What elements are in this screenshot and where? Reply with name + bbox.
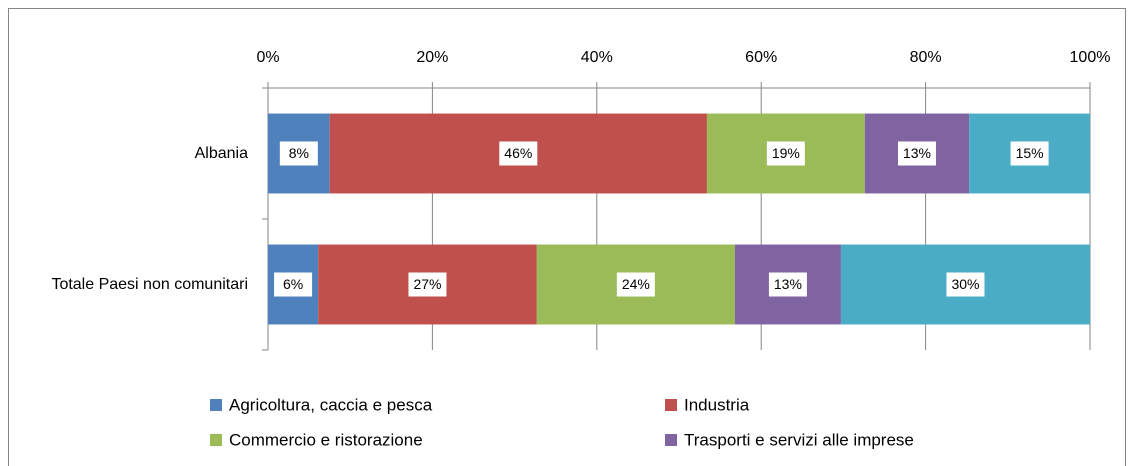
category-label: Albania [194,144,248,162]
data-label-box [616,272,655,297]
legend-label: Trasporti e servizi alle imprese [684,430,914,449]
x-tick-label: 0% [256,49,279,66]
data-label: 46% [504,145,532,161]
legend-label: Industria [684,395,750,414]
data-label: 30% [951,276,979,292]
data-label-box [408,272,447,297]
data-label-box [768,272,807,297]
legend-label: Commercio e ristorazione [229,430,423,449]
data-label-box [946,272,985,297]
data-label-box [274,272,313,297]
legend-swatch [665,399,677,411]
legend-swatch [665,434,677,446]
data-label: 8% [289,145,309,161]
data-label: 6% [283,276,303,292]
data-label-box [279,141,318,166]
data-label: 13% [774,276,802,292]
legend-label: Agricoltura, caccia e pesca [229,395,433,414]
chart-border [8,8,1126,466]
data-label: 13% [903,145,931,161]
x-tick-label: 60% [745,49,777,66]
data-label: 24% [622,276,650,292]
data-label-box [766,141,805,166]
x-tick-label: 100% [1070,49,1111,66]
x-tick-label: 40% [581,49,613,66]
data-label-box [897,141,936,166]
x-tick-label: 80% [910,49,942,66]
data-label: 15% [1016,145,1044,161]
data-label-box [1010,141,1049,166]
legend-swatch [210,399,222,411]
legend-swatch [210,434,222,446]
category-label: Totale Paesi non comunitari [51,275,248,293]
data-label: 27% [413,276,441,292]
x-tick-label: 20% [416,49,448,66]
data-label-box [499,141,538,166]
data-label: 19% [772,145,800,161]
